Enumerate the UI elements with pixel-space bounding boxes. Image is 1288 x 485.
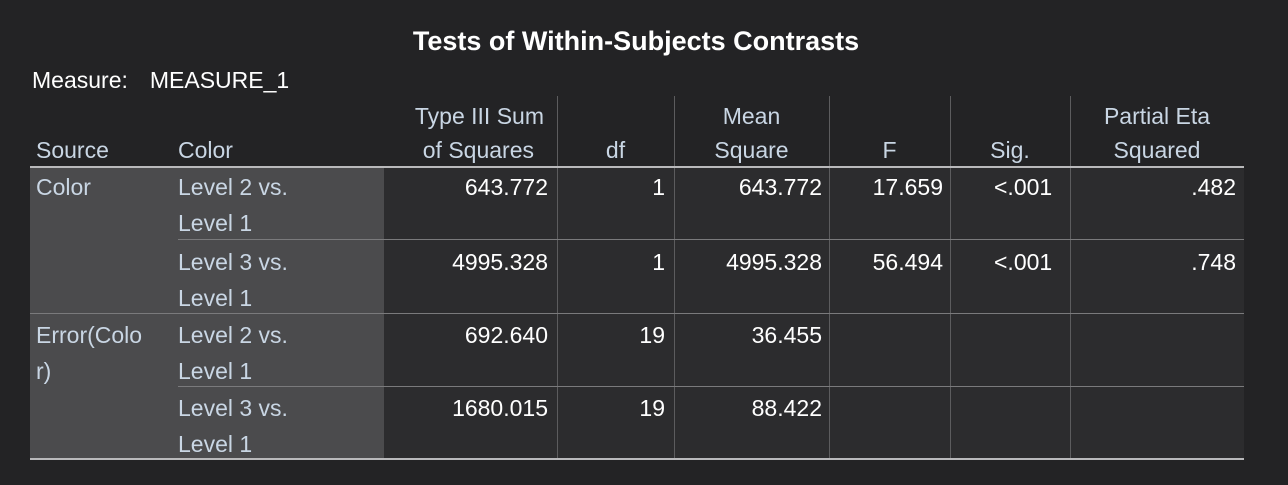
header-eta-line1: Partial Eta [1103, 103, 1211, 129]
source-error-line1: Error(Colo [36, 322, 143, 348]
row2-df: 19 [639, 322, 665, 348]
header-source: Source [36, 137, 109, 163]
table-title: Tests of Within-Subjects Contrasts [412, 26, 860, 56]
row1-level-line1: Level 3 vs. [178, 249, 288, 275]
header-ss-line2: of Squares [422, 137, 534, 163]
header-df: df [605, 137, 626, 163]
row1-ss: 4995.328 [452, 249, 548, 275]
header-ms-line1: Mean [722, 103, 781, 129]
row0-df: 1 [652, 174, 665, 200]
row1-ms: 4995.328 [726, 249, 822, 275]
measure-line: Measure: MEASURE_1 [32, 67, 289, 94]
row0-f: 17.659 [872, 174, 943, 200]
row0-eta: .482 [1191, 174, 1236, 200]
row2-level-line1: Level 2 vs. [178, 322, 288, 348]
row0-level-line1: Level 2 vs. [178, 174, 288, 200]
source-color-line1: Color [36, 174, 91, 200]
header-ss-line1: Type III Sum [414, 103, 544, 129]
row3-ss: 1680.015 [452, 395, 548, 421]
row0-ms: 643.772 [738, 174, 822, 200]
row2-level-line2: Level 1 [178, 358, 253, 384]
header-ms-line2: Square [714, 137, 789, 163]
row0-level-line2: Level 1 [178, 210, 253, 236]
header-sig: Sig. [990, 137, 1030, 163]
row1-eta: .748 [1191, 249, 1236, 275]
header-eta-line2: Squared [1113, 137, 1201, 163]
contrasts-table: Source Color Type III Sum of Squares df … [30, 0, 1244, 485]
row1-sig: <.001 [994, 249, 1053, 275]
row1-df: 1 [652, 249, 665, 275]
row0-sig: <.001 [994, 174, 1053, 200]
row3-ms: 88.422 [751, 395, 822, 421]
measure-value: MEASURE_1 [149, 67, 290, 93]
measure-label: Measure: [32, 67, 128, 93]
row1-f: 56.494 [872, 249, 943, 275]
row3-level-line1: Level 3 vs. [178, 395, 288, 421]
row0-ss: 643.772 [464, 174, 548, 200]
header-f: F [882, 137, 897, 163]
header-color: Color [178, 137, 233, 163]
row2-ss: 692.640 [464, 322, 548, 348]
source-error-line2: r) [36, 358, 52, 384]
row1-level-line2: Level 1 [178, 285, 253, 311]
row2-ms: 36.455 [751, 322, 822, 348]
row3-df: 19 [639, 395, 665, 421]
row3-level-line2: Level 1 [178, 431, 253, 457]
